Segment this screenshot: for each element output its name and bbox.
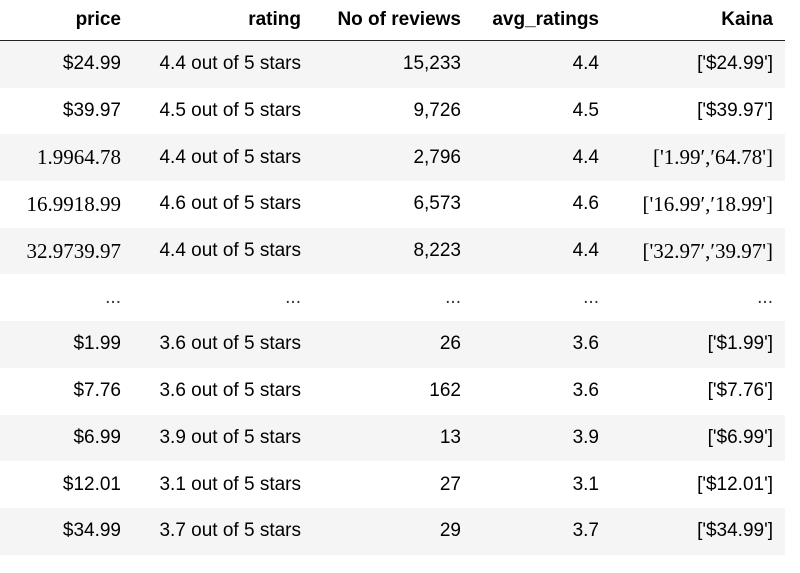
column-header: Kaina bbox=[611, 0, 785, 41]
table-cell: 2,796 bbox=[413, 146, 461, 168]
table-cell: 162 bbox=[429, 380, 461, 402]
table-cell: 4.4 out of 5 stars bbox=[159, 240, 301, 262]
table-row: 16.9918.99 4.6 out of 5 stars 6,573 4.6 ['16… bbox=[0, 181, 785, 228]
table-cell: 3.6 out of 5 stars bbox=[159, 380, 301, 402]
table-cell: 15,233 bbox=[402, 53, 461, 75]
table-cell: 6,573 bbox=[413, 193, 461, 215]
table-row: $7.76 3.6 out of 5 stars 162 3.6 ['$7.76'] bbox=[0, 368, 785, 415]
table-cell: 4.4 bbox=[572, 53, 599, 75]
table-cell: 3.6 out of 5 stars bbox=[159, 333, 301, 355]
header-row: price rating No of reviews avg_ratings Kaina bbox=[0, 0, 785, 41]
table-row: $34.99 3.7 out of 5 stars 29 3.7 ['$34.99'] bbox=[0, 507, 785, 555]
table-cell: ['32.97′,′39.97'] bbox=[642, 238, 774, 263]
table-cell: $34.99 bbox=[62, 520, 121, 542]
table-cell: 9,726 bbox=[413, 100, 461, 122]
table-cell: 3.1 out of 5 stars bbox=[159, 473, 301, 495]
column-header: rating bbox=[133, 0, 313, 41]
dataframe: price rating No of reviews avg_ratings Kaina… bbox=[0, 0, 785, 555]
table-cell: 3.7 bbox=[572, 520, 599, 542]
table-cell: ['$24.99'] bbox=[697, 53, 773, 75]
table-row: ............... bbox=[0, 274, 785, 321]
table-cell: 3.9 bbox=[572, 426, 599, 448]
table-cell: ... bbox=[105, 286, 121, 308]
table-cell: 4.6 out of 5 stars bbox=[159, 193, 301, 215]
table-row: $1.99 3.6 out of 5 stars 26 3.6 ['$1.99'] bbox=[0, 321, 785, 368]
table-cell: 1.9964.78 bbox=[37, 145, 121, 170]
table-cell: ['$7.76'] bbox=[707, 380, 773, 402]
table-cell: ['$6.99'] bbox=[707, 426, 773, 448]
table-cell: ['16.99′,′18.99'] bbox=[642, 191, 774, 216]
table-cell: $24.99 bbox=[62, 53, 121, 75]
table-cell: 13 bbox=[439, 426, 461, 448]
table-cell: 26 bbox=[439, 333, 461, 355]
table-cell: $12.01 bbox=[62, 473, 121, 495]
table-cell: $1.99 bbox=[73, 333, 121, 355]
table-cell: 32.9739.97 bbox=[26, 238, 122, 263]
table-body: $24.99 4.4 out of 5 stars 15,233 4.4 ['$24.9… bbox=[0, 40, 785, 555]
table-cell: $39.97 bbox=[62, 100, 121, 122]
column-header: avg_ratings bbox=[473, 0, 611, 41]
table-cell: ... bbox=[583, 286, 599, 308]
table-cell: 8,223 bbox=[413, 240, 461, 262]
table-row: 32.9739.97 4.4 out of 5 stars 8,223 4.4 ['32… bbox=[0, 227, 785, 275]
table-cell: 4.4 bbox=[572, 240, 599, 262]
table-cell: ... bbox=[757, 286, 773, 308]
table-row: $24.99 4.4 out of 5 stars 15,233 4.4 ['$24.9… bbox=[0, 40, 785, 88]
table-cell: 3.6 bbox=[572, 333, 599, 355]
table-cell: 4.4 out of 5 stars bbox=[159, 146, 301, 168]
table-cell: 3.6 bbox=[572, 380, 599, 402]
table-cell: 3.1 bbox=[572, 473, 599, 495]
table-row: $39.97 4.5 out of 5 stars 9,726 4.5 ['$39.97… bbox=[0, 88, 785, 135]
table-cell: ... bbox=[285, 286, 301, 308]
table-row: $12.01 3.1 out of 5 stars 27 3.1 ['$12.01'] bbox=[0, 461, 785, 508]
table-cell: 29 bbox=[439, 520, 461, 542]
table-cell: ['$39.97'] bbox=[697, 100, 773, 122]
table-cell: ['$12.01'] bbox=[697, 473, 773, 495]
table-cell: 16.9918.99 bbox=[26, 191, 122, 216]
table-cell: ['$34.99'] bbox=[697, 520, 773, 542]
table-cell: 4.5 bbox=[572, 100, 599, 122]
table-cell: $7.76 bbox=[73, 380, 121, 402]
table-cell: ... bbox=[445, 286, 461, 308]
table-cell: 4.6 bbox=[572, 193, 599, 215]
table-cell: ['$1.99'] bbox=[707, 333, 773, 355]
table-row: 1.9964.78 4.4 out of 5 stars 2,796 4.4 ['1.9… bbox=[0, 134, 785, 182]
table-cell: 4.4 out of 5 stars bbox=[159, 53, 301, 75]
table-cell: 27 bbox=[439, 473, 461, 495]
table-row: $6.99 3.9 out of 5 stars 13 3.9 ['$6.99'] bbox=[0, 414, 785, 462]
table-cell: 4.4 bbox=[572, 146, 599, 168]
table-cell: $6.99 bbox=[73, 426, 121, 448]
table-cell: 4.5 out of 5 stars bbox=[159, 100, 301, 122]
table-cell: 3.7 out of 5 stars bbox=[159, 520, 301, 542]
table-cell: ['1.99′,′64.78'] bbox=[653, 145, 773, 170]
column-header: price bbox=[0, 0, 133, 41]
table-header: price rating No of reviews avg_ratings Kaina bbox=[0, 0, 785, 41]
table-cell: 3.9 out of 5 stars bbox=[159, 426, 301, 448]
column-header: No of reviews bbox=[313, 0, 473, 41]
